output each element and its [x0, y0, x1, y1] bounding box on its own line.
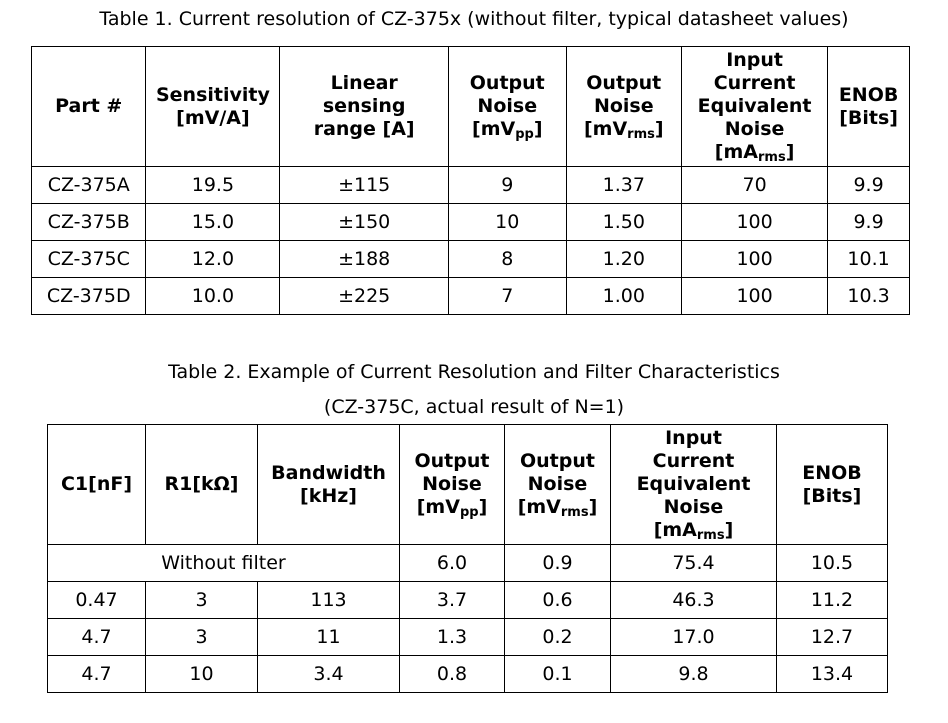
header-r1: R1[kΩ] — [145, 424, 258, 545]
table2-caption: Table 2. Example of Current Resolution a… — [168, 361, 780, 383]
cell-noise-pp: 3.7 — [399, 581, 505, 619]
table1-caption: Table 1. Current resolution of CZ-375x (… — [99, 8, 849, 30]
table-row: CZ-375A 19.5 ±115 9 1.37 70 9.9 — [30, 166, 910, 204]
cell-r1: 3 — [145, 581, 258, 619]
cell-noise-rms: 1.37 — [565, 166, 683, 204]
cell-noise-pp: 8 — [448, 240, 567, 278]
table2: C1[nF] R1[kΩ] Bandwidth [kHz] Output Noise… — [47, 424, 888, 693]
cell-noise-rms: 0.9 — [504, 544, 611, 582]
cell-noise-pp: 0.8 — [399, 655, 505, 693]
cell-part: CZ-375A — [30, 166, 147, 204]
cell-current-noise: 100 — [681, 203, 829, 241]
table-row: 4.7 10 3.4 0.8 0.1 9.8 13.4 — [47, 655, 888, 693]
cell-range: ±188 — [279, 240, 449, 278]
cell-bandwidth: 11 — [257, 618, 400, 656]
cell-noise-rms: 1.50 — [565, 203, 683, 241]
header-enob: ENOB [Bits] — [776, 424, 888, 545]
cell-enob: 10.3 — [827, 277, 910, 315]
cell-noise-rms: 0.6 — [504, 581, 611, 619]
header-sensitivity: Sensitivity [mV/A] — [145, 46, 281, 167]
cell-current-noise: 9.8 — [610, 655, 777, 693]
cell-part: CZ-375B — [30, 203, 147, 241]
cell-current-noise: 100 — [681, 277, 829, 315]
cell-current-noise: 46.3 — [610, 581, 777, 619]
cell-r1: 3 — [145, 618, 258, 656]
cell-noise-pp: 6.0 — [399, 544, 505, 582]
cell-enob: 10.5 — [776, 544, 888, 582]
header-output-noise-pp: Output Noise [mVpp] — [399, 424, 505, 545]
cell-c1: 4.7 — [47, 655, 146, 693]
cell-enob: 9.9 — [827, 166, 910, 204]
cell-part: CZ-375D — [30, 277, 147, 315]
table-row: 4.7 3 11 1.3 0.2 17.0 12.7 — [47, 618, 888, 656]
cell-noise-rms: 0.2 — [504, 618, 611, 656]
cell-bandwidth: 113 — [257, 581, 400, 619]
header-current-noise: Input Current Equivalent Noise [mArms] — [681, 46, 829, 167]
cell-current-noise: 17.0 — [610, 618, 777, 656]
table1-header-row: Part # Sensitivity [mV/A] Linear sensing ra… — [30, 46, 910, 167]
header-current-noise: Input Current Equivalent Noise [mArms] — [610, 424, 777, 545]
cell-noise-pp: 1.3 — [399, 618, 505, 656]
cell-noise-rms: 1.20 — [565, 240, 683, 278]
table2-subcaption: (CZ-375C, actual result of N=1) — [323, 396, 625, 418]
cell-sensitivity: 19.5 — [145, 166, 281, 204]
cell-current-noise: 70 — [681, 166, 829, 204]
header-c1: C1[nF] — [47, 424, 146, 545]
table-row-without-filter: Without filter 6.0 0.9 75.4 10.5 — [47, 544, 888, 582]
cell-sensitivity: 10.0 — [145, 277, 281, 315]
cell-range: ±150 — [279, 203, 449, 241]
cell-current-noise: 75.4 — [610, 544, 777, 582]
header-output-noise-rms: Output Noise [mVrms] — [504, 424, 611, 545]
cell-bandwidth: 3.4 — [257, 655, 400, 693]
cell-enob: 11.2 — [776, 581, 888, 619]
cell-c1: 0.47 — [47, 581, 146, 619]
cell-noise-rms: 1.00 — [565, 277, 683, 315]
table-row: CZ-375D 10.0 ±225 7 1.00 100 10.3 — [30, 277, 910, 315]
cell-enob: 13.4 — [776, 655, 888, 693]
cell-part: CZ-375C — [30, 240, 147, 278]
header-output-noise-pp: Output Noise [mVpp] — [448, 46, 567, 167]
cell-enob: 10.1 — [827, 240, 910, 278]
cell-range: ±115 — [279, 166, 449, 204]
header-enob: ENOB [Bits] — [827, 46, 910, 167]
cell-sensitivity: 15.0 — [145, 203, 281, 241]
cell-c1: 4.7 — [47, 618, 146, 656]
header-bandwidth: Bandwidth [kHz] — [257, 424, 400, 545]
table1: Part # Sensitivity [mV/A] Linear sensing ra… — [30, 46, 910, 315]
table-row: CZ-375C 12.0 ±188 8 1.20 100 10.1 — [30, 240, 910, 278]
cell-noise-rms: 0.1 — [504, 655, 611, 693]
cell-enob: 12.7 — [776, 618, 888, 656]
header-part: Part # — [30, 46, 147, 167]
cell-r1: 10 — [145, 655, 258, 693]
cell-noise-pp: 7 — [448, 277, 567, 315]
cell-noise-pp: 10 — [448, 203, 567, 241]
cell-sensitivity: 12.0 — [145, 240, 281, 278]
cell-noise-pp: 9 — [448, 166, 567, 204]
header-linear-range: Linear sensing range [A] — [279, 46, 449, 167]
header-output-noise-rms: Output Noise [mVrms] — [565, 46, 683, 167]
cell-current-noise: 100 — [681, 240, 829, 278]
table-row: CZ-375B 15.0 ±150 10 1.50 100 9.9 — [30, 203, 910, 241]
cell-without-filter-label: Without filter — [47, 544, 400, 582]
cell-range: ±225 — [279, 277, 449, 315]
table2-header-row: C1[nF] R1[kΩ] Bandwidth [kHz] Output Noise… — [47, 424, 888, 545]
table-row: 0.47 3 113 3.7 0.6 46.3 11.2 — [47, 581, 888, 619]
cell-enob: 9.9 — [827, 203, 910, 241]
